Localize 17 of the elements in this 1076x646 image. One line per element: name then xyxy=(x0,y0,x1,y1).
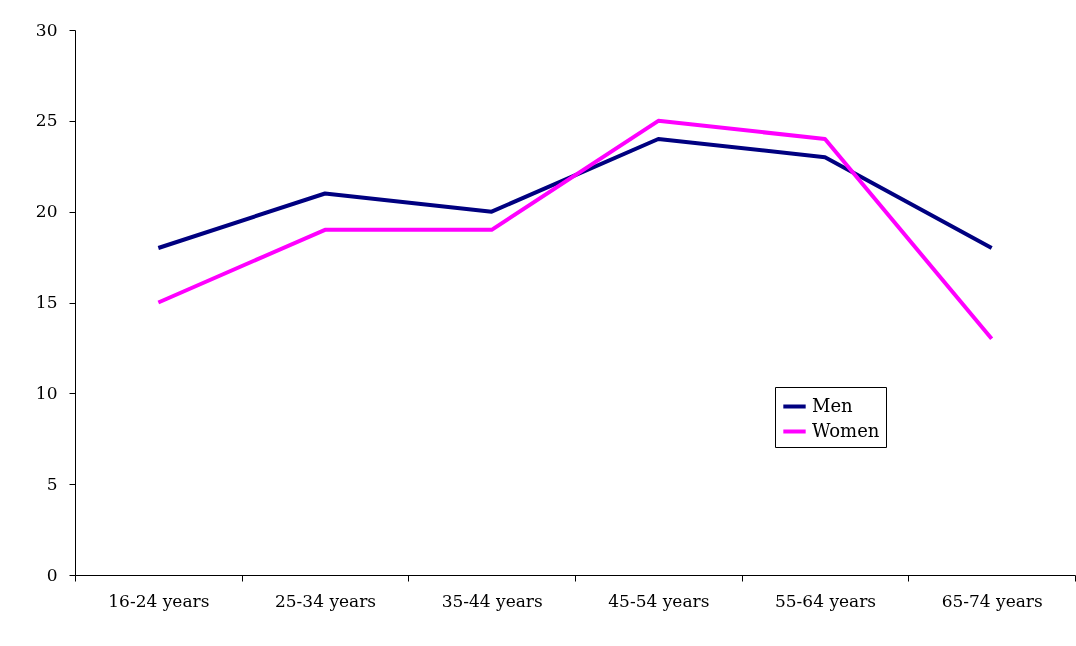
x-tick-label: 25-34 years xyxy=(274,590,377,611)
y-tick-label: 10 xyxy=(35,382,58,403)
x-tick-label: 55-64 years xyxy=(774,590,877,611)
y-tick-label: 30 xyxy=(35,19,58,40)
x-tick-label: 45-54 years xyxy=(608,590,710,611)
legend-label: Women xyxy=(812,419,880,441)
y-tick-label: 0 xyxy=(46,564,58,585)
y-tick-label: 20 xyxy=(35,201,58,222)
x-tick-label: 35-44 years xyxy=(441,590,543,611)
y-tick-label: 25 xyxy=(35,110,58,131)
y-tick-label: 5 xyxy=(46,473,58,494)
y-tick-label: 15 xyxy=(35,292,58,312)
line-series xyxy=(156,118,994,341)
line-series xyxy=(156,137,994,250)
x-tick-label: 16-24 years xyxy=(108,590,210,611)
legend-label: Men xyxy=(812,394,854,416)
x-tick-label: 65-74 years xyxy=(941,590,1043,611)
